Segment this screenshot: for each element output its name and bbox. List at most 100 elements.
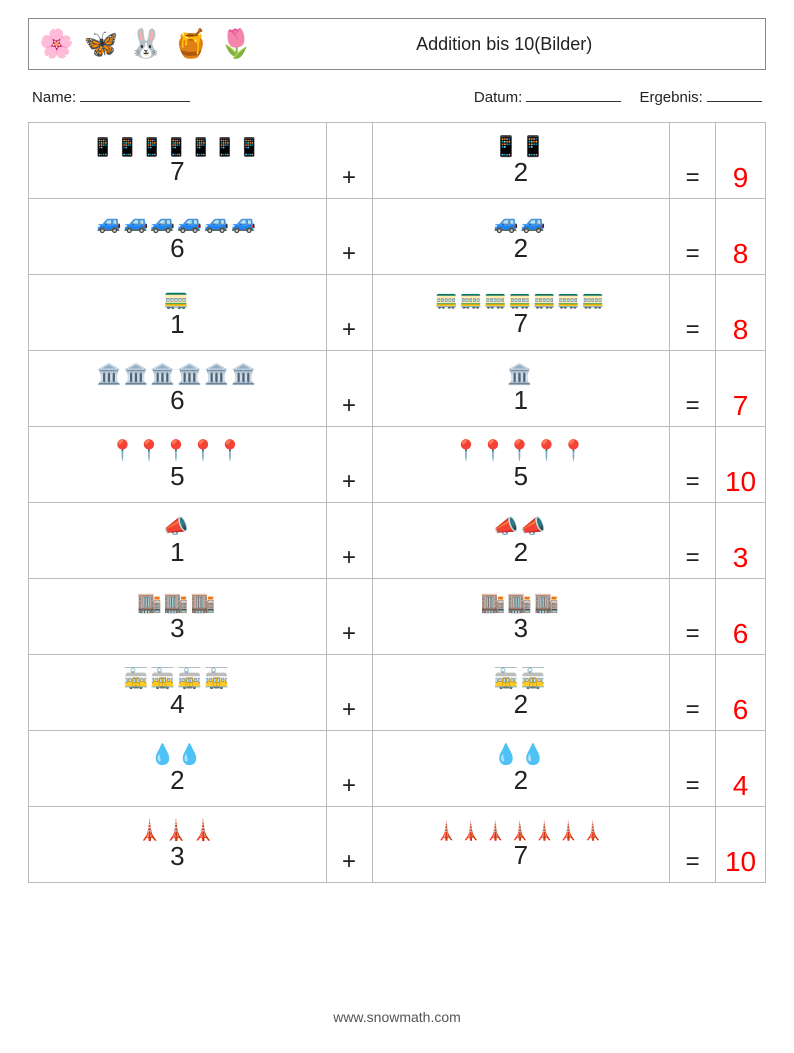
number-left: 3: [170, 843, 184, 869]
tulip-icon: 🌷: [219, 30, 254, 58]
plus-sign: +: [327, 731, 373, 806]
plus-sign: +: [327, 351, 373, 426]
flower-icon: 🌸: [39, 30, 74, 58]
answer: 7: [716, 351, 766, 426]
answer: 8: [716, 199, 766, 274]
table-row: 📍📍📍📍📍5+📍📍📍📍📍5=10: [29, 427, 766, 503]
number-left: 2: [170, 767, 184, 793]
operand-left: 🚃1: [29, 275, 327, 350]
answer: 6: [716, 655, 766, 730]
butterfly-icon: 🦋: [84, 30, 119, 58]
operand-right: 🚃🚃🚃🚃🚃🚃🚃 7: [373, 275, 671, 350]
icons-left: 🏬🏬🏬: [137, 593, 218, 613]
equals-sign: =: [670, 731, 716, 806]
table-row: 📱📱📱📱📱📱📱7+📱📱2=9: [29, 123, 766, 199]
answer: 8: [716, 275, 766, 350]
result-blank[interactable]: [707, 88, 762, 102]
date-label: Datum:: [474, 89, 522, 106]
number-right: 3: [514, 615, 528, 641]
icons-left: 🚋🚋🚋🚋: [123, 669, 231, 689]
answer: 3: [716, 503, 766, 578]
icons-left: 🚃: [164, 289, 191, 309]
icons-right: 🗼🗼🗼🗼🗼🗼🗼: [435, 822, 606, 840]
plus-sign: +: [327, 655, 373, 730]
number-left: 1: [170, 311, 184, 337]
icons-right: 🏬🏬🏬: [480, 593, 561, 613]
operand-right: 📣📣2: [373, 503, 671, 578]
answer: 6: [716, 579, 766, 654]
equals-sign: =: [670, 123, 716, 198]
equals-sign: =: [670, 427, 716, 502]
number-right: 5: [514, 463, 528, 489]
operand-left: 💧💧2: [29, 731, 327, 806]
table-row: 🚃1+🚃🚃🚃🚃🚃🚃🚃7=8: [29, 275, 766, 351]
number-right: 2: [514, 159, 528, 185]
plus-sign: +: [327, 275, 373, 350]
number-left: 6: [170, 235, 184, 261]
number-left: 4: [170, 691, 184, 717]
icons-left: 📣: [164, 517, 191, 537]
number-right: 7: [514, 842, 528, 868]
operand-right: 💧💧2: [373, 731, 671, 806]
number-right: 7: [514, 310, 528, 336]
operand-right: 📍📍📍📍📍5: [373, 427, 671, 502]
icons-right: 📍📍📍📍📍: [454, 441, 589, 461]
plus-sign: +: [327, 123, 373, 198]
operand-left: 📣1: [29, 503, 327, 578]
date-blank[interactable]: [526, 88, 621, 102]
icons-left: 🚙🚙🚙🚙🚙🚙: [97, 213, 258, 233]
equals-sign: =: [670, 579, 716, 654]
number-left: 5: [170, 463, 184, 489]
plus-sign: +: [327, 807, 373, 882]
icons-left: 📍📍📍📍📍: [110, 441, 245, 461]
icons-left: 📱📱📱📱📱📱📱: [92, 138, 263, 156]
answer: 4: [716, 731, 766, 806]
operand-right: 🏛️1: [373, 351, 671, 426]
equals-sign: =: [670, 503, 716, 578]
operand-left: 🚙🚙🚙🚙🚙🚙6: [29, 199, 327, 274]
icons-left: 🗼🗼🗼: [137, 821, 218, 841]
table-row: 🚋🚋🚋🚋4+🚋🚋2=6: [29, 655, 766, 731]
table-row: 🗼🗼🗼3+🗼🗼🗼🗼🗼🗼🗼7=10: [29, 807, 766, 883]
icons-right: 🚙🚙: [494, 213, 548, 233]
operand-right: 🚙🚙2: [373, 199, 671, 274]
header-box: 🌸 🦋 🐰 🍯 🌷 Addition bis 10(Bilder): [28, 18, 766, 70]
pot-icon: 🍯: [174, 30, 209, 58]
equals-sign: =: [670, 199, 716, 274]
equals-sign: =: [670, 807, 716, 882]
table-row: 📣1+📣📣2=3: [29, 503, 766, 579]
equals-sign: =: [670, 655, 716, 730]
icons-left: 💧💧: [150, 745, 204, 765]
name-blank[interactable]: [80, 88, 190, 102]
plus-sign: +: [327, 503, 373, 578]
number-right: 2: [514, 767, 528, 793]
icons-right: 🚃🚃🚃🚃🚃🚃🚃: [435, 290, 606, 308]
equals-sign: =: [670, 351, 716, 426]
plus-sign: +: [327, 199, 373, 274]
meta-row: Name: Datum: Ergebnis:: [28, 88, 766, 122]
operand-right: 📱📱2: [373, 123, 671, 198]
operand-left: 🏛️🏛️🏛️🏛️🏛️🏛️6: [29, 351, 327, 426]
answer: 10: [716, 427, 766, 502]
icons-right: 🚋🚋: [494, 669, 548, 689]
operand-right: 🚋🚋2: [373, 655, 671, 730]
answer: 9: [716, 123, 766, 198]
table-row: 🏬🏬🏬3+🏬🏬🏬3=6: [29, 579, 766, 655]
header-icons: 🌸 🦋 🐰 🍯 🌷: [39, 30, 253, 58]
answer: 10: [716, 807, 766, 882]
name-label: Name:: [32, 89, 76, 106]
icons-right: 📱📱: [494, 137, 548, 157]
number-right: 2: [514, 235, 528, 261]
number-left: 3: [170, 615, 184, 641]
table-row: 🏛️🏛️🏛️🏛️🏛️🏛️6+🏛️1=7: [29, 351, 766, 427]
number-left: 7: [170, 158, 184, 184]
equals-sign: =: [670, 275, 716, 350]
operand-left: 🗼🗼🗼3: [29, 807, 327, 882]
icons-right: 💧💧: [494, 745, 548, 765]
number-right: 2: [514, 691, 528, 717]
table-row: 💧💧2+💧💧2=4: [29, 731, 766, 807]
table-row: 🚙🚙🚙🚙🚙🚙6+🚙🚙2=8: [29, 199, 766, 275]
result-label: Ergebnis:: [639, 89, 702, 106]
number-right: 2: [514, 539, 528, 565]
plus-sign: +: [327, 427, 373, 502]
